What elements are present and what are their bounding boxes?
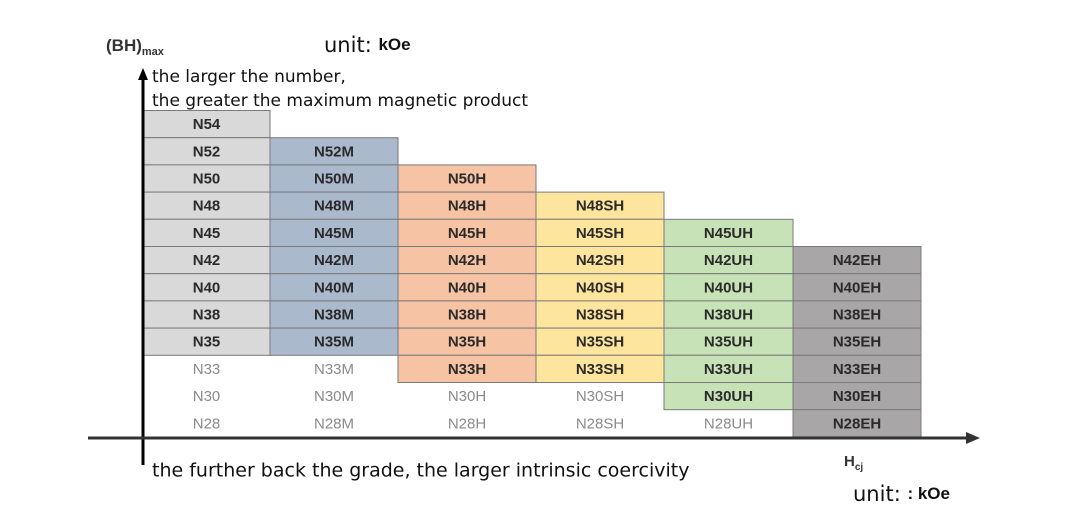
grade-cell — [663, 327, 794, 356]
grade-label: N45 — [193, 225, 221, 242]
grade-label: N38 — [193, 306, 221, 323]
note-top-1: the larger the number, — [152, 67, 346, 87]
grade-label: N30H — [448, 388, 486, 405]
grade-cell — [397, 300, 537, 329]
grade-cell — [142, 137, 271, 166]
grade-label: N40H — [448, 279, 486, 296]
grade-label: N38H — [448, 306, 486, 323]
grade-label: N30SH — [576, 388, 624, 405]
grade-label: N40M — [314, 279, 354, 296]
grade-label: N33H — [448, 361, 486, 378]
grade-cell — [792, 382, 922, 411]
grade-cell — [792, 327, 922, 356]
unit-top: unit: kOe — [324, 33, 411, 57]
grade-cell — [269, 300, 399, 329]
grade-label: N35H — [448, 334, 486, 351]
grade-label: N42M — [314, 252, 354, 269]
grade-label: N38M — [314, 306, 354, 323]
grade-label: N50H — [448, 170, 486, 187]
y-axis-label: (BH)max — [106, 36, 165, 57]
grade-label: N48M — [314, 198, 354, 215]
grade-label: N45H — [448, 225, 486, 242]
grade-cell — [663, 382, 794, 411]
grade-label: N40 — [193, 279, 221, 296]
grade-cell — [397, 273, 537, 302]
grade-label: N40EH — [833, 279, 881, 296]
grade-label: N30EH — [833, 388, 881, 405]
grade-cell — [792, 409, 922, 438]
grade-cell — [142, 110, 271, 139]
note-bottom: the further back the grade, the larger i… — [152, 460, 689, 482]
unit-bottom: unit: : kOe — [853, 482, 950, 506]
grade-label: N52 — [193, 143, 221, 160]
grade-label: N35M — [314, 334, 354, 351]
grade-label: N35EH — [833, 334, 881, 351]
grade-label: N42EH — [833, 252, 881, 269]
grade-label: N45UH — [704, 225, 753, 242]
grade-cell — [792, 300, 922, 329]
grade-cell — [397, 354, 537, 383]
grade-cell — [269, 327, 399, 356]
grade-label: N38UH — [704, 306, 753, 323]
grade-label: N42 — [193, 252, 221, 269]
grade-cell — [535, 218, 665, 248]
grade-cell — [397, 218, 537, 248]
grade-label: N30UH — [704, 388, 753, 405]
grade-label: N28SH — [576, 415, 624, 432]
grade-label: N28H — [448, 415, 486, 432]
grade-label: N42SH — [576, 252, 624, 269]
grade-label: N45M — [314, 225, 354, 242]
grade-label: N40UH — [704, 279, 753, 296]
grade-label: N28UH — [704, 415, 753, 432]
grade-label: N42H — [448, 252, 486, 269]
grade-cell — [792, 246, 922, 275]
grade-label: N28 — [193, 415, 221, 432]
grade-label: N33M — [314, 361, 354, 378]
grade-label: N42UH — [704, 252, 753, 269]
grade-cell — [269, 191, 399, 220]
grade-cell — [663, 300, 794, 329]
grade-cell — [535, 327, 665, 356]
grade-cell — [269, 137, 399, 166]
grade-label: N40SH — [576, 279, 624, 296]
grade-label: N50 — [193, 170, 221, 187]
grade-label: N33 — [193, 361, 221, 378]
grade-label: N30 — [193, 388, 221, 405]
note-top-2: the greater the maximum magnetic product — [152, 91, 528, 111]
grade-label: N28M — [314, 415, 354, 432]
grade-label: N52M — [314, 143, 354, 160]
grade-label: N33SH — [576, 361, 624, 378]
grade-label: N54 — [193, 116, 221, 133]
grade-label: N35UH — [704, 334, 753, 351]
grade-label: N48 — [193, 198, 221, 215]
grade-cell — [792, 354, 922, 383]
grade-cell — [535, 273, 665, 302]
grade-cell — [397, 164, 537, 193]
y-axis-arrow — [138, 68, 148, 80]
grade-label: N45SH — [576, 225, 624, 242]
grade-label: N35 — [193, 334, 221, 351]
grade-cell — [397, 246, 537, 275]
x-axis-arrow — [966, 432, 980, 444]
grade-cell — [397, 191, 537, 220]
grade-label: N35SH — [576, 334, 624, 351]
grade-cell — [535, 246, 665, 275]
grade-cell — [535, 191, 665, 220]
grade-label: N28EH — [833, 415, 881, 432]
grade-label: N48H — [448, 198, 486, 215]
grade-label: N38EH — [833, 306, 881, 323]
grade-label: N33EH — [833, 361, 881, 378]
grade-label: N38SH — [576, 306, 624, 323]
grade-cell — [663, 218, 794, 248]
grade-label: N33UH — [704, 361, 753, 378]
x-axis-label: Hcj — [844, 453, 863, 473]
grade-cell — [269, 246, 399, 275]
grade-grid: N54 N52 N50 N48 N45 N42 N40 N38 N35 N33 N30 N28 N52M… — [142, 110, 922, 438]
grade-label: N50M — [314, 170, 354, 187]
grade-label: N30M — [314, 388, 354, 405]
grade-label: N48SH — [576, 198, 624, 215]
